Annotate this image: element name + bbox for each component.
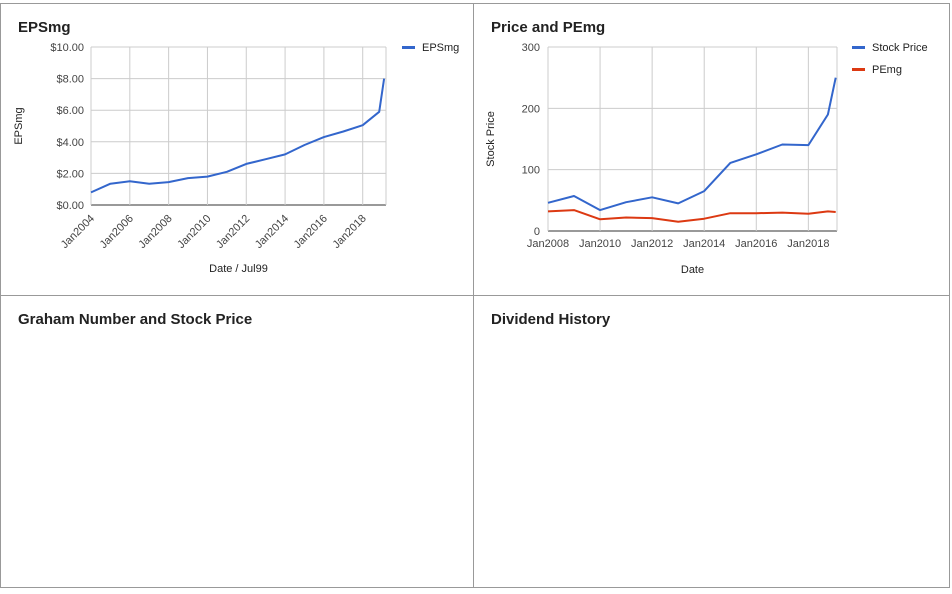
chart-panel-graham: Graham Number and Stock Price 0501001502… [0, 295, 474, 588]
y-tick-label: 200 [522, 103, 540, 115]
x-axis-title: Date / Jul99 [209, 263, 268, 275]
x-tick-label: Jan2014 [683, 238, 725, 250]
y-tick-label: $6.00 [56, 105, 84, 117]
x-tick-label: Jan2008 [136, 213, 174, 251]
x-tick-label: Jan2016 [735, 238, 777, 250]
y-tick-label: $10.00 [50, 42, 84, 54]
y-tick-label: $2.00 [56, 168, 84, 180]
chart-panel-price-pemg: Price and PEmg 0 100 200 300 Jan2008 Jan2010 J… [473, 3, 950, 296]
x-tick-label: Jan2010 [175, 213, 213, 251]
x-axis-title: Date [681, 264, 704, 276]
x-tick-label: Jan2010 [579, 238, 621, 250]
y-axis-title: Stock Price [485, 111, 497, 167]
y-tick-label: 300 [522, 42, 540, 54]
x-tick-label: Jan2008 [527, 238, 569, 250]
chart-svg: 050100150200250Jan2000Jan2005Jan2010Jan2… [1, 296, 474, 588]
x-tick-label: Jan2012 [631, 238, 673, 250]
x-tick-label: Jan2014 [253, 213, 291, 251]
chart-svg: 0 100 200 300 Jan2008 Jan2010 Jan2012 Jan2014 Ja… [485, 42, 928, 276]
x-tick-label: Jan2004 [59, 213, 97, 251]
chart-title: Dividend History [491, 311, 611, 328]
y-tick-label: $0.00 [56, 200, 84, 212]
chart-title: EPSmg [18, 19, 71, 36]
x-tick-label: Jan2012 [214, 213, 252, 251]
y-tick-label: $4.00 [56, 137, 84, 149]
chart-title: Price and PEmg [491, 19, 606, 36]
y-tick-label: $8.00 [56, 74, 84, 86]
series-line [547, 77, 837, 212]
y-tick-label: 0 [534, 226, 540, 238]
legend-swatch [402, 46, 415, 49]
chart-title: Graham Number and Stock Price [18, 311, 253, 328]
chart-panel-epsmg: EPSmg $0.00 $2.00 $4.00 $6.00 $8.00 $10.00 Jan… [0, 3, 474, 296]
legend-label: PEmg [872, 64, 902, 76]
legend-swatch [852, 46, 865, 49]
legend-label: EPSmg [422, 42, 459, 54]
legend-swatch [852, 68, 865, 71]
chart-panel-dividend: Dividend History $0.00$0.20$0.40$0.60$0.… [473, 295, 950, 588]
y-tick-label: 100 [522, 165, 540, 177]
legend-label: Stock Price [872, 42, 928, 54]
y-axis-title: EPSmg [13, 107, 25, 144]
x-tick-label: Jan2018 [330, 213, 368, 251]
x-tick-label: Jan2018 [787, 238, 829, 250]
series-line [547, 209, 836, 223]
x-tick-label: Jan2006 [98, 213, 136, 251]
x-tick-label: Jan2016 [292, 213, 330, 251]
series-line [90, 78, 386, 194]
chart-svg: $0.00$0.20$0.40$0.60$0.80Jan2000Jan2005J… [474, 296, 950, 588]
